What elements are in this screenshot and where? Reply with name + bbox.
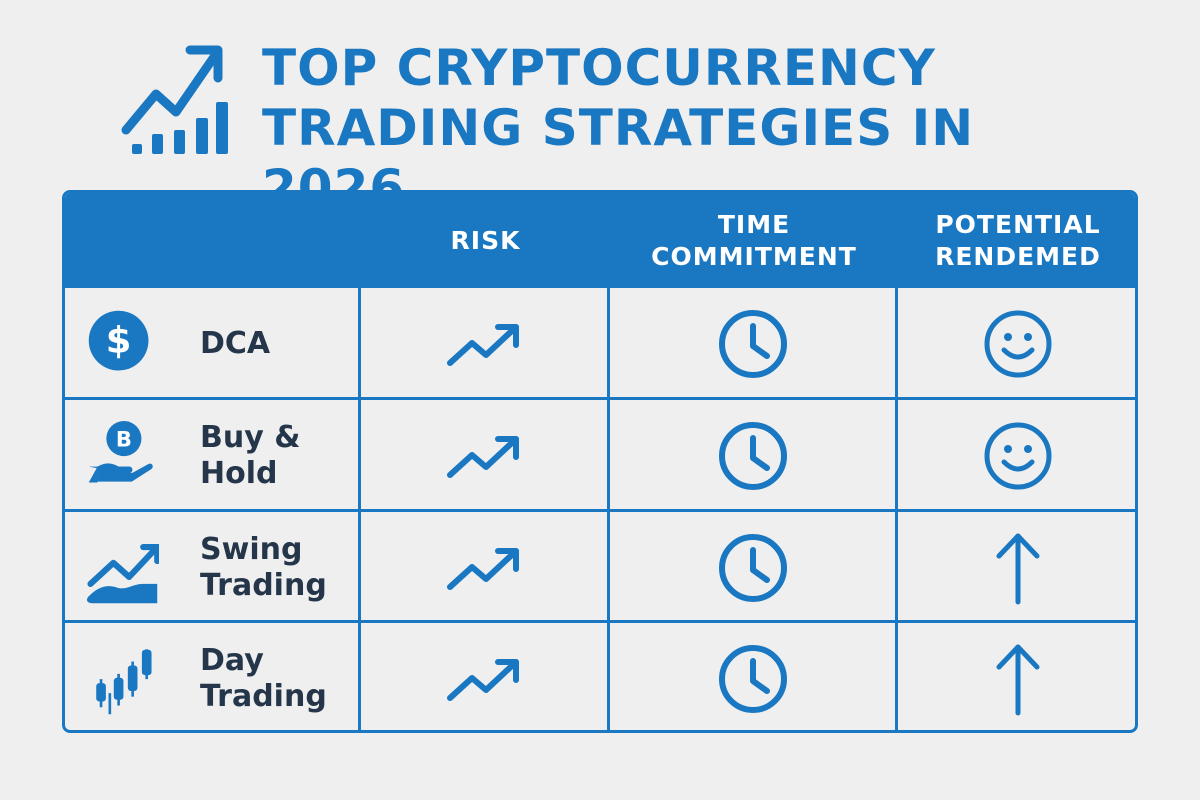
time-cell bbox=[610, 623, 895, 730]
strategy-name: Day Trading bbox=[200, 623, 327, 730]
header-time-line1: TIME bbox=[717, 209, 791, 239]
table-row: Swing Trading bbox=[65, 512, 1135, 624]
chart-growth-icon bbox=[121, 45, 228, 154]
time-cell bbox=[610, 512, 895, 624]
table-row: $ DCA bbox=[65, 288, 1135, 400]
potential-cell bbox=[898, 288, 1135, 400]
trend-up-icon bbox=[447, 324, 519, 366]
row-divider bbox=[65, 397, 1135, 400]
trend-up-icon bbox=[447, 548, 519, 590]
time-cell bbox=[610, 288, 895, 400]
strategy-name-line1: DCA bbox=[200, 326, 271, 361]
header-potential-line2: RENDEMED bbox=[935, 241, 1101, 271]
arrow-up-icon bbox=[996, 644, 1040, 716]
header-time-line2: COMMITMENT bbox=[651, 241, 857, 271]
svg-text:B: B bbox=[116, 426, 132, 451]
clock-icon bbox=[718, 422, 787, 490]
clock-icon bbox=[718, 645, 787, 713]
strategy-name-line2: Trading bbox=[200, 568, 327, 603]
trend-up-icon bbox=[447, 659, 519, 701]
risk-cell bbox=[361, 512, 607, 624]
page-title: TOP CRYPTOCURRENCY TRADING STRATEGIES IN… bbox=[262, 38, 1122, 218]
table-row: B Buy & Hold bbox=[65, 400, 1135, 512]
candlestick-icon bbox=[96, 649, 152, 715]
header-risk: RISK bbox=[450, 225, 521, 255]
strategy-name: DCA bbox=[200, 288, 270, 400]
row-divider bbox=[65, 509, 1135, 512]
table-row: Day Trading bbox=[65, 623, 1135, 730]
strategy-name-line1: Day bbox=[200, 643, 264, 678]
svg-text:$: $ bbox=[106, 319, 132, 362]
strategy-name: Swing Trading bbox=[200, 512, 327, 624]
header-potential-line1: POTENTIAL bbox=[935, 209, 1101, 239]
strategy-name-line1: Swing bbox=[200, 532, 303, 567]
arrow-up-icon bbox=[996, 533, 1040, 605]
strategy-name-line2: Trading bbox=[200, 679, 327, 714]
strategies-table: RISK TIME COMMITMENT POTENTIAL RENDEMED $ … bbox=[62, 190, 1138, 733]
time-cell bbox=[610, 400, 895, 512]
smiley-icon bbox=[984, 422, 1052, 490]
strategy-name-line1: Buy & bbox=[200, 420, 301, 455]
potential-cell bbox=[898, 623, 1135, 730]
trend-up-icon bbox=[447, 436, 519, 478]
header-time-commitment: TIME COMMITMENT bbox=[610, 193, 898, 288]
potential-cell bbox=[898, 400, 1135, 512]
clock-icon bbox=[718, 310, 787, 378]
potential-cell bbox=[898, 512, 1135, 624]
swing-chart-icon bbox=[87, 543, 159, 604]
risk-cell bbox=[361, 623, 607, 730]
bitcoin-hand-icon: B bbox=[88, 421, 153, 483]
smiley-icon bbox=[984, 310, 1052, 378]
title-line-1: TOP CRYPTOCURRENCY bbox=[262, 39, 936, 97]
dollar-coin-icon: $ bbox=[88, 310, 149, 371]
row-divider bbox=[65, 620, 1135, 623]
title-line-2: TRADING STRATEGIES IN 2026 bbox=[262, 99, 975, 217]
risk-cell bbox=[361, 288, 607, 400]
strategy-name-line2: Hold bbox=[200, 456, 278, 491]
strategy-name: Buy & Hold bbox=[200, 400, 300, 512]
risk-cell bbox=[361, 400, 607, 512]
clock-icon bbox=[718, 534, 787, 602]
table-header: RISK TIME COMMITMENT POTENTIAL RENDEMED bbox=[65, 193, 1135, 288]
header-potential: POTENTIAL RENDEMED bbox=[898, 193, 1135, 288]
